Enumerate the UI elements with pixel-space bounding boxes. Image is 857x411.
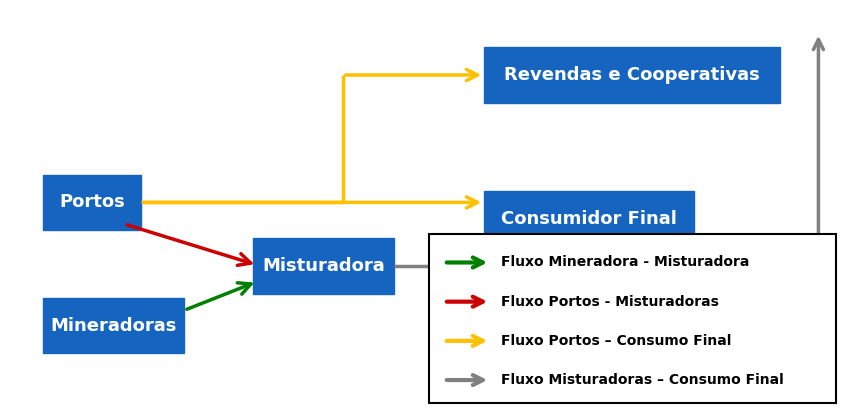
Text: Portos: Portos bbox=[59, 194, 125, 211]
FancyBboxPatch shape bbox=[253, 238, 394, 294]
Text: Mineradoras: Mineradoras bbox=[51, 317, 177, 335]
Text: Misturadora: Misturadora bbox=[262, 257, 385, 275]
Text: Fluxo Portos - Misturadoras: Fluxo Portos - Misturadoras bbox=[501, 295, 719, 309]
Text: Revendas e Cooperativas: Revendas e Cooperativas bbox=[504, 66, 760, 84]
FancyBboxPatch shape bbox=[43, 298, 184, 353]
FancyBboxPatch shape bbox=[43, 175, 141, 230]
Text: Fluxo Misturadoras – Consumo Final: Fluxo Misturadoras – Consumo Final bbox=[501, 373, 784, 387]
Text: Consumidor Final: Consumidor Final bbox=[501, 210, 677, 228]
FancyBboxPatch shape bbox=[484, 191, 694, 247]
Text: Fluxo Mineradora - Misturadora: Fluxo Mineradora - Misturadora bbox=[501, 256, 750, 270]
FancyBboxPatch shape bbox=[428, 234, 836, 403]
FancyBboxPatch shape bbox=[484, 47, 780, 103]
Text: Fluxo Portos – Consumo Final: Fluxo Portos – Consumo Final bbox=[501, 334, 732, 348]
